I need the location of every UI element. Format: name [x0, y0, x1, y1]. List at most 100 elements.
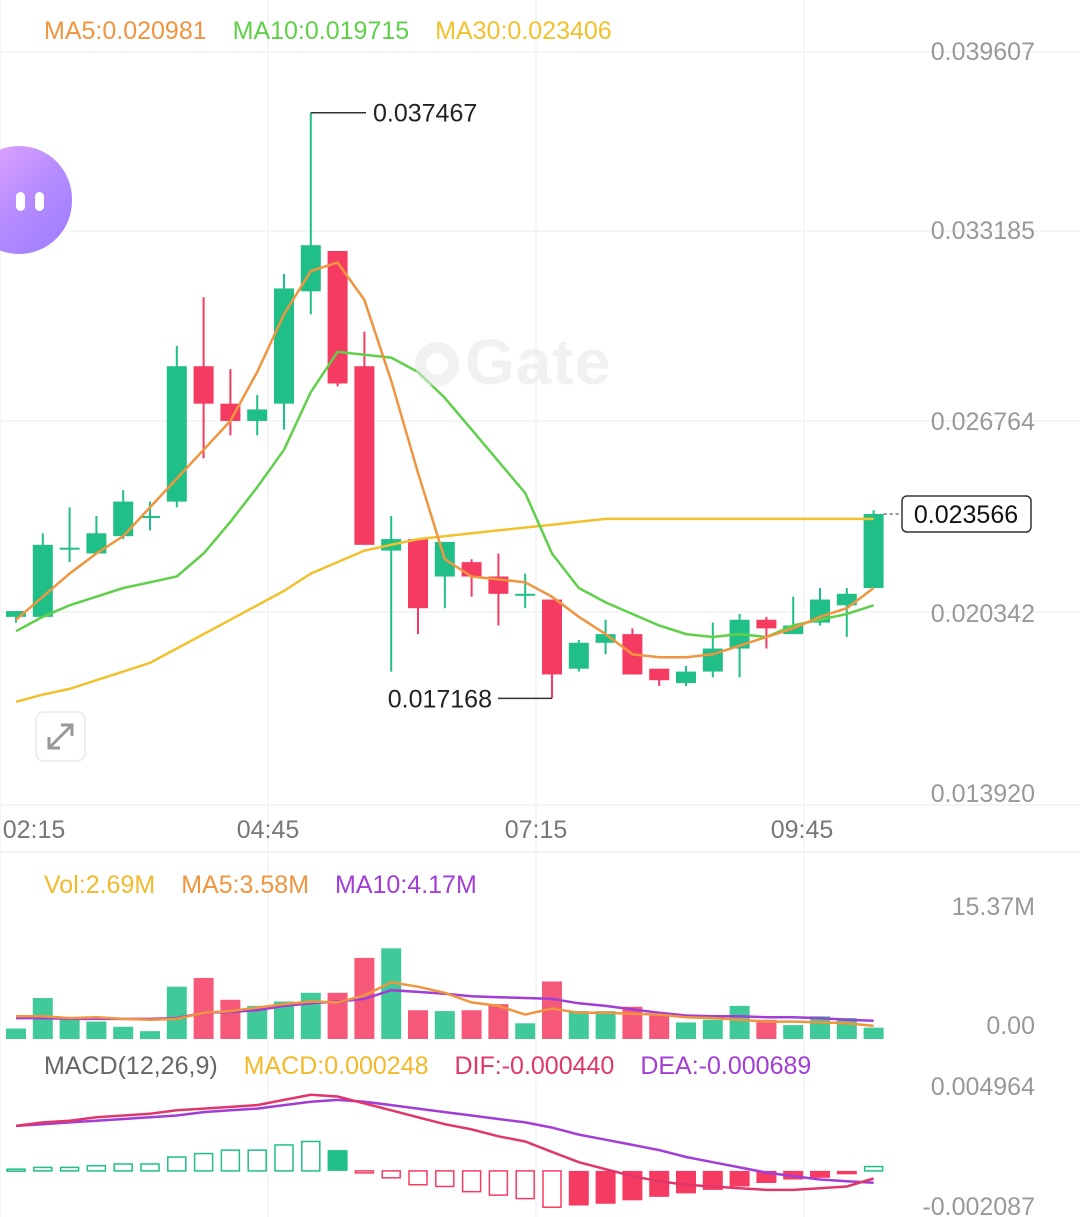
- time-axis-label: 04:45: [237, 816, 300, 844]
- volume-axis-label: 15.37M: [952, 893, 1035, 921]
- volume-bar: [247, 1005, 268, 1039]
- macd-hist-bar: [810, 1170, 830, 1178]
- candle-body: [810, 599, 830, 623]
- gate-logo-icon: [415, 342, 459, 386]
- volume-bar: [140, 1031, 160, 1039]
- watermark: Gate: [415, 325, 611, 399]
- volume-bar: [113, 1026, 134, 1039]
- volume-bar: [542, 981, 562, 1039]
- volume-bar: [381, 948, 402, 1039]
- macd-hist-bar: [220, 1149, 241, 1172]
- macd-hist-bar: [863, 1165, 884, 1172]
- macd-hist-bar: [6, 1168, 26, 1172]
- candle-body: [32, 544, 53, 617]
- macd-hist-bar: [461, 1170, 482, 1193]
- volume-bar: [327, 992, 348, 1039]
- macd-hist-bar: [59, 1166, 80, 1172]
- macd-histogram: [6, 1140, 884, 1208]
- candle-body: [836, 593, 857, 606]
- macd-hist-bar: [381, 1170, 401, 1179]
- dif-line: [15, 1093, 874, 1192]
- macd-hist-bar: [676, 1170, 696, 1194]
- vol-legend: Vol:2.69M: [44, 871, 156, 899]
- candle-body: [354, 366, 375, 545]
- candle-body: [247, 409, 268, 421]
- macd-hist-bar: [354, 1170, 375, 1174]
- volume-bar: [86, 1021, 107, 1039]
- candle-body: [461, 562, 482, 577]
- volume-bar: [515, 1023, 536, 1039]
- ma5-legend: MA5:0.020981: [44, 17, 207, 45]
- ma30-legend: MA30:0.023406: [435, 17, 612, 45]
- macd-hist-bar: [193, 1152, 214, 1172]
- volume-bar: [274, 1001, 294, 1039]
- candles: [6, 112, 884, 699]
- macd-hist-bar: [408, 1170, 428, 1186]
- macd-hist-bar: [86, 1164, 107, 1172]
- candle-body: [595, 634, 616, 643]
- high-price-label: 0.037467: [373, 100, 477, 128]
- volume-bar: [783, 1025, 804, 1039]
- candle-body: [863, 513, 884, 589]
- low-price-label: 0.017168: [388, 685, 492, 713]
- candle-body: [542, 599, 562, 675]
- macd-hist-bar: [435, 1170, 455, 1188]
- price-axis-label: 0.039607: [931, 38, 1035, 66]
- volume-bar: [676, 1022, 696, 1039]
- vol-ma10-legend: MA10:4.17M: [335, 871, 477, 899]
- volume-bar: [408, 1010, 428, 1039]
- volume-axis-label: 0.00: [986, 1012, 1035, 1040]
- candle-body: [6, 611, 26, 617]
- volume-bar: [595, 1011, 616, 1039]
- price-axis-label: 0.033185: [931, 217, 1035, 245]
- dea-line: [15, 1098, 874, 1185]
- volume-bar: [649, 1014, 670, 1039]
- dea-value: DEA:-0.000689: [640, 1052, 812, 1080]
- expand-button[interactable]: [35, 711, 86, 762]
- candle-body: [408, 539, 428, 609]
- candle-body: [515, 593, 536, 596]
- volume-bar: [6, 1028, 26, 1039]
- volume-bar: [488, 1004, 509, 1039]
- volume-bar: [756, 1019, 777, 1039]
- price-axis-label: 0.013920: [931, 780, 1035, 808]
- ma30-line: [15, 517, 874, 704]
- macd-hist-bar: [327, 1150, 348, 1171]
- macd-hist-bar: [729, 1170, 750, 1187]
- price-legend: MA5:0.020981 MA10:0.019715 MA30:0.023406: [44, 17, 638, 46]
- candle-body: [113, 501, 134, 537]
- expand-arrows-icon: [47, 723, 74, 750]
- volume-bar: [702, 1019, 723, 1039]
- macd-value: MACD:0.000248: [243, 1052, 429, 1080]
- macd-hist-bar: [542, 1170, 562, 1208]
- macd-hist-bar: [113, 1163, 133, 1172]
- ma5-line: [15, 261, 875, 659]
- macd-hist-bar: [568, 1170, 589, 1206]
- last-price-label: 0.023566: [914, 501, 1018, 529]
- volume-bar: [220, 999, 241, 1039]
- candle-body: [59, 547, 80, 550]
- eye-left: [16, 192, 25, 211]
- candle-body: [568, 642, 589, 669]
- volume-ma5-line: [16, 981, 874, 1028]
- time-axis-label: 02:15: [3, 816, 66, 844]
- candle-body: [274, 288, 294, 404]
- ma10-line: [15, 350, 874, 639]
- candle-body: [193, 366, 214, 404]
- candle-body: [166, 366, 187, 502]
- macd-hist-bar: [836, 1170, 857, 1175]
- last-price-box: [901, 495, 1032, 533]
- candle-body: [649, 668, 670, 681]
- candle-body: [783, 625, 804, 635]
- price-axis-label: 0.020342: [931, 600, 1035, 628]
- vol-ma5-legend: MA5:3.58M: [181, 871, 310, 899]
- macd-axis-label: 0.004964: [931, 1073, 1035, 1101]
- volume-bar: [59, 1018, 80, 1039]
- volume-bar: [193, 977, 214, 1039]
- macd-hist-bar: [488, 1170, 509, 1196]
- macd-hist-bar: [33, 1166, 53, 1172]
- candle-body: [676, 671, 696, 684]
- candle-body: [140, 516, 160, 519]
